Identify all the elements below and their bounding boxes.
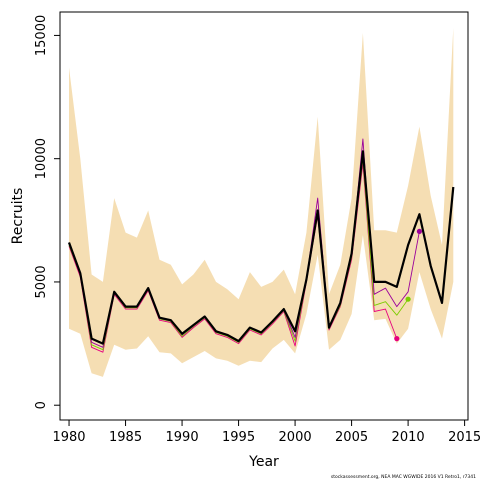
y-axis-title: Recruits bbox=[10, 188, 26, 245]
end-points-layer bbox=[394, 228, 423, 342]
y-tick-label: 0 bbox=[34, 401, 49, 409]
plot-frame bbox=[59, 11, 469, 421]
confidence-band-layer bbox=[69, 28, 454, 377]
terminal-point-2 bbox=[405, 296, 411, 302]
credit-footer: stockassessment.org, NEA MAC WGWIDE 2016… bbox=[331, 474, 476, 480]
terminal-point-3 bbox=[416, 228, 423, 235]
y-tick-label: 15000 bbox=[34, 15, 49, 56]
confidence-band bbox=[69, 28, 454, 377]
series-line-main bbox=[67, 150, 455, 345]
y-tick-label: 10000 bbox=[34, 138, 49, 179]
x-tick-label: 2010 bbox=[392, 430, 425, 445]
x-tick-label: 1990 bbox=[166, 430, 199, 445]
x-tick-label: 2000 bbox=[279, 430, 312, 445]
x-tick-label: 1995 bbox=[222, 430, 255, 445]
x-tick-label: 1985 bbox=[109, 430, 142, 445]
x-axis-title: Year bbox=[248, 454, 279, 470]
x-tick-label: 2005 bbox=[335, 430, 368, 445]
y-axis: 0 5000 10000 15000 bbox=[34, 15, 60, 409]
terminal-point-1 bbox=[394, 336, 400, 342]
y-tick-label: 5000 bbox=[34, 265, 49, 298]
series-layer bbox=[67, 138, 455, 353]
x-axis: 1980 1985 1990 1995 2000 2005 2010 2015 bbox=[52, 420, 480, 445]
x-tick-label: 2015 bbox=[448, 430, 480, 445]
x-tick-label: 1980 bbox=[52, 430, 85, 445]
